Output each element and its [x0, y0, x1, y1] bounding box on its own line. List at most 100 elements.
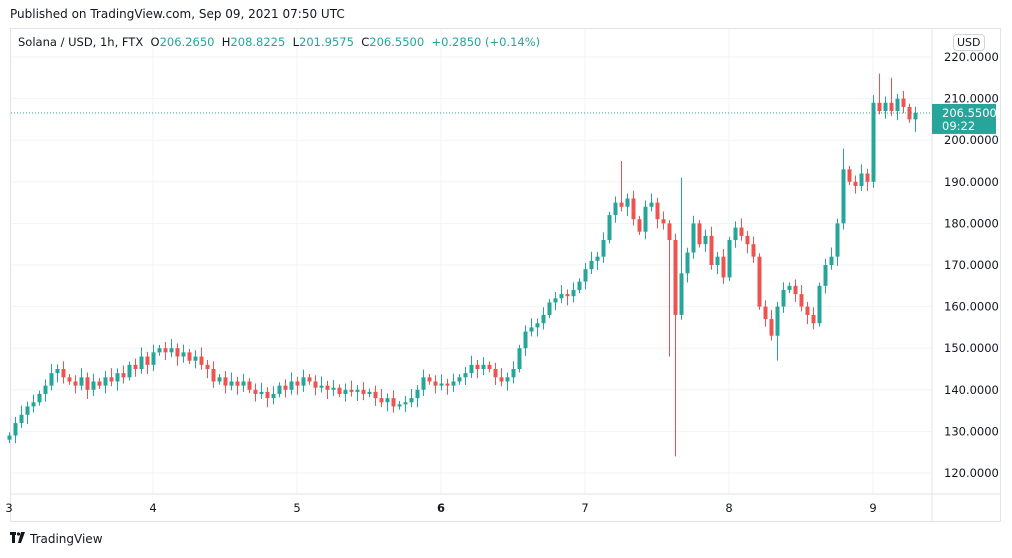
change-percent: (+0.14%) — [484, 35, 541, 49]
candle — [913, 106, 918, 132]
candle-body — [349, 389, 354, 392]
candle-body — [115, 373, 120, 382]
candle-body — [769, 319, 774, 336]
candle — [391, 390, 396, 413]
candle-body — [781, 289, 786, 307]
candle — [607, 211, 612, 244]
candle — [847, 165, 852, 186]
symbol-label[interactable]: Solana / USD, 1h, FTX — [18, 35, 144, 49]
candle-body — [835, 223, 840, 257]
published-caption: Published on TradingView.com, Sep 09, 20… — [10, 7, 345, 21]
candle — [811, 307, 816, 330]
candles — [7, 73, 918, 457]
candle-body — [121, 373, 126, 378]
candle — [157, 344, 162, 356]
candle-body — [139, 356, 144, 369]
high-label: H — [221, 35, 231, 49]
open-value: 206.2650 — [159, 35, 215, 49]
candle-body — [649, 202, 654, 207]
candle — [793, 279, 798, 302]
y-tick-label: 150.0000 — [944, 341, 999, 355]
candle-body — [43, 385, 48, 394]
candle-body — [829, 256, 834, 265]
candle-body — [889, 102, 894, 112]
candle — [397, 401, 402, 410]
x-tick-label: 8 — [725, 501, 732, 515]
candle-body — [703, 235, 708, 245]
candle — [259, 382, 264, 399]
candle-body — [427, 377, 432, 382]
candle — [379, 388, 384, 408]
candle-body — [763, 306, 768, 320]
candle — [799, 284, 804, 312]
candle-body — [37, 393, 42, 403]
candle — [667, 220, 672, 357]
candle-body — [499, 377, 504, 382]
candle — [313, 375, 318, 396]
candle — [451, 373, 456, 392]
candle — [841, 148, 846, 230]
candle — [139, 347, 144, 374]
candle — [151, 344, 156, 372]
candle-body — [97, 381, 102, 386]
candle-body — [547, 302, 552, 315]
candle-body — [487, 364, 492, 369]
candle-body — [679, 273, 684, 315]
candle-body — [463, 373, 468, 378]
x-tick-label: 9 — [869, 501, 876, 515]
candle-body — [379, 398, 384, 403]
candle-body — [367, 391, 372, 394]
candle — [271, 386, 276, 405]
candle-body — [181, 352, 186, 357]
candle — [187, 349, 192, 365]
candle — [415, 385, 420, 408]
candle-body — [541, 314, 546, 324]
candle-body — [733, 227, 738, 241]
candle — [571, 282, 576, 303]
candle-body — [757, 256, 762, 307]
candle — [439, 374, 444, 391]
candle-body — [49, 373, 54, 386]
candle — [79, 368, 84, 391]
candle — [727, 236, 732, 281]
candle — [595, 251, 600, 270]
candle — [895, 93, 900, 121]
candle — [871, 95, 876, 189]
candle — [349, 380, 354, 397]
candle-body — [901, 98, 906, 107]
currency-button[interactable]: USD — [953, 34, 985, 51]
candle — [859, 164, 864, 191]
candle — [865, 168, 870, 191]
candle-body — [259, 391, 264, 394]
candle-body — [493, 369, 498, 378]
candle — [367, 388, 372, 398]
candle-body — [247, 381, 252, 390]
low-label: L — [292, 35, 300, 49]
candle — [637, 215, 642, 236]
y-tick-label: 210.0000 — [944, 92, 999, 106]
candle-body — [253, 389, 258, 394]
brand-name[interactable]: TradingView — [30, 532, 103, 546]
candle — [787, 282, 792, 294]
candle-body — [505, 377, 510, 382]
candle-body — [67, 377, 72, 382]
candle — [289, 372, 294, 395]
candle-body — [205, 364, 210, 369]
candle — [547, 299, 552, 319]
candle-body — [643, 206, 648, 232]
candle-body — [211, 369, 216, 382]
candle-body — [517, 348, 522, 369]
candle — [301, 369, 306, 392]
candle — [487, 361, 492, 373]
candle-body — [787, 285, 792, 290]
candle — [253, 383, 258, 402]
candle — [619, 161, 624, 212]
candle — [403, 396, 408, 413]
x-tick-label: 6 — [437, 501, 445, 515]
candle — [589, 251, 594, 274]
candle-body — [589, 260, 594, 270]
x-tick-label: 3 — [5, 501, 12, 515]
candle — [37, 390, 42, 406]
candle — [241, 373, 246, 392]
